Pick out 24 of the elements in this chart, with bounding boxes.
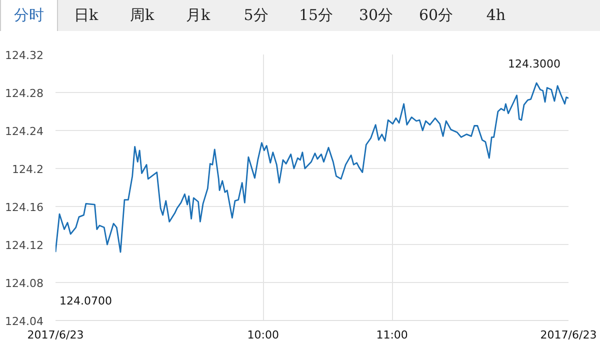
y-tick-label: 124.12 <box>5 239 44 252</box>
y-tick-label: 124.04 <box>5 315 44 328</box>
line-series <box>56 82 568 253</box>
text: 5分 <box>226 0 286 31</box>
annotation: 124.3000 <box>508 58 561 70</box>
text: 60分 <box>406 0 466 31</box>
text: 4h <box>466 0 526 31</box>
y-tick-label: 124.08 <box>5 277 44 290</box>
y-tick-label: 124.2 <box>12 163 44 176</box>
x-tick-label: 11:00 <box>376 328 408 342</box>
y-tick-label: 124.16 <box>5 201 44 214</box>
y-tick-label: 124.24 <box>5 125 44 138</box>
text: 月k <box>170 0 226 31</box>
x-tick-label: 10:00 <box>247 328 279 342</box>
text: 30分 <box>346 0 406 31</box>
text: 日k <box>58 0 114 31</box>
x-tick-label: 2017/6/23 <box>540 328 597 342</box>
x-tick-label: 2017/6/23 <box>27 328 84 342</box>
y-tick-label: 124.32 <box>5 49 44 62</box>
text: 周k <box>114 0 170 31</box>
y-tick-label: 124.28 <box>5 87 44 100</box>
text: 分时 <box>0 0 58 31</box>
annotation: 124.0700 <box>60 294 112 308</box>
text: 15分 <box>286 0 346 31</box>
